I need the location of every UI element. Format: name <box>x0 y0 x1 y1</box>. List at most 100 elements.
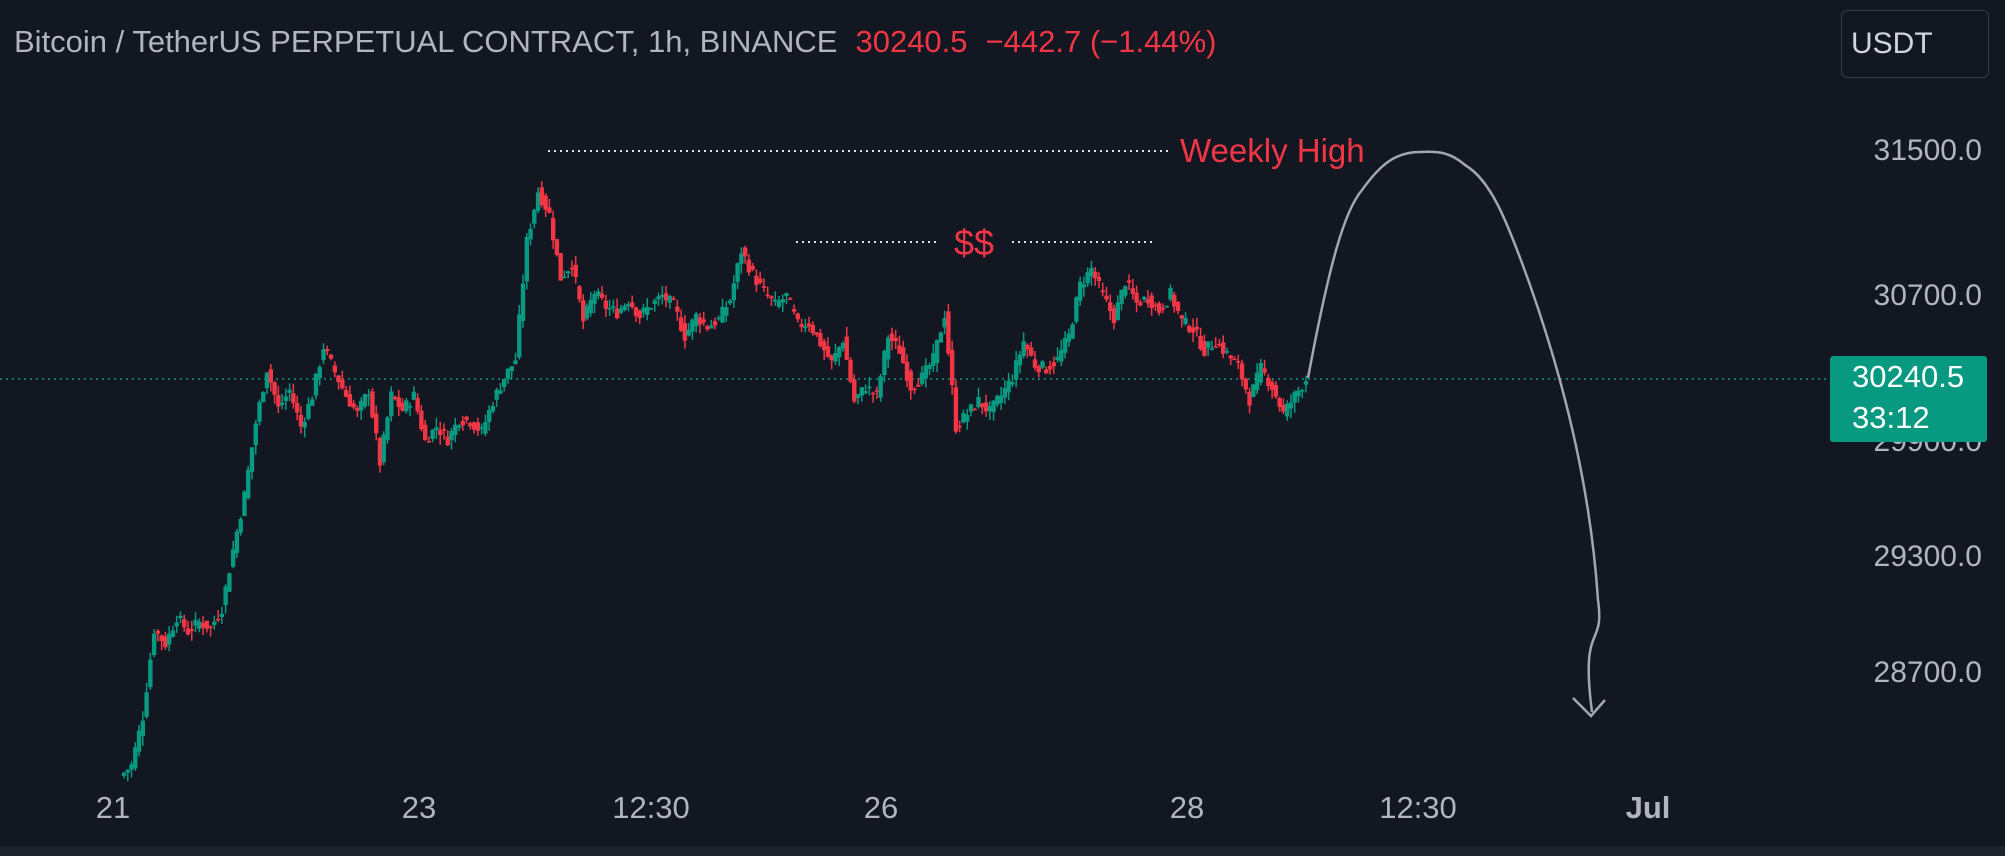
candle-body <box>415 398 420 412</box>
candle-body <box>189 629 194 632</box>
candle-body <box>456 425 462 428</box>
candle-body <box>1070 324 1075 339</box>
candle-body <box>148 659 153 688</box>
candle-body <box>852 379 857 402</box>
candle-body <box>1044 369 1049 374</box>
candle-body <box>1266 377 1271 387</box>
candle-body <box>648 308 654 310</box>
candle-body <box>468 423 473 427</box>
candle-body <box>246 469 251 499</box>
candle-body <box>347 394 353 407</box>
candle-body <box>573 264 578 278</box>
candle-body <box>1130 288 1136 295</box>
candle-body <box>1013 360 1019 380</box>
candle-body <box>1111 308 1117 324</box>
candle-body <box>588 299 593 314</box>
candle-body <box>374 413 379 434</box>
candle-body <box>942 318 947 328</box>
candle-body <box>1254 372 1260 391</box>
candle-body <box>912 388 917 391</box>
candle-body <box>294 403 300 413</box>
candle-body <box>370 391 375 418</box>
candle-body <box>927 365 932 370</box>
candle-body <box>919 372 925 384</box>
candle-body <box>810 325 816 334</box>
candle-body <box>675 306 680 312</box>
candle-body <box>1032 359 1038 368</box>
candle-body <box>1096 277 1102 281</box>
candle-body <box>257 401 262 422</box>
candle-body <box>532 209 537 224</box>
candle-body <box>249 447 255 472</box>
candle-body <box>197 621 202 629</box>
candle-body <box>1160 307 1166 310</box>
candle-body <box>882 350 887 375</box>
candle-body <box>494 389 499 400</box>
candle-body <box>765 294 770 297</box>
candle-body <box>332 365 338 373</box>
candle-body <box>697 317 703 325</box>
candle-body <box>276 395 281 407</box>
candle-body <box>178 615 183 619</box>
x-tick-label: 23 <box>401 790 437 825</box>
candle-body <box>855 394 861 398</box>
candle-body <box>1164 305 1169 308</box>
candle-body <box>358 401 364 411</box>
candle-body <box>404 400 409 412</box>
candle-body <box>1205 341 1211 348</box>
candle-body <box>1002 388 1008 398</box>
candle-body <box>1183 317 1188 324</box>
candle-body <box>1228 355 1233 359</box>
levels-layer <box>548 150 1168 243</box>
candle-body <box>724 307 729 316</box>
candle-body <box>517 314 522 358</box>
candle-body <box>208 626 213 628</box>
candle-body <box>1145 298 1151 304</box>
candle-body <box>690 319 695 332</box>
candle-body <box>840 343 846 349</box>
projection-curve <box>1306 150 1601 713</box>
candle-body <box>509 366 514 372</box>
x-tick-label: 28 <box>1169 790 1205 825</box>
candle-body <box>1168 288 1173 300</box>
candle-body <box>1232 358 1237 361</box>
candle-body <box>1055 356 1060 361</box>
candle-body <box>592 293 597 304</box>
symbol-title[interactable]: Bitcoin / TetherUS PERPETUAL CONTRACT, 1… <box>14 24 838 59</box>
candle-body <box>611 306 616 308</box>
candle-body <box>242 491 247 517</box>
candle-body <box>806 323 812 327</box>
candles-layer <box>121 181 1309 782</box>
candle-body <box>133 747 138 769</box>
candle-body <box>1292 391 1297 403</box>
candle-body <box>641 307 646 313</box>
candle-body <box>422 424 428 440</box>
currency-button[interactable]: USDT <box>1841 10 1989 78</box>
candle-body <box>878 376 883 398</box>
candle-body <box>968 404 974 412</box>
candle-body <box>166 633 172 645</box>
candle-body <box>614 308 620 319</box>
candle-body <box>660 295 665 298</box>
candle-body <box>788 298 793 300</box>
candle-body <box>581 300 586 322</box>
candle-body <box>1066 333 1072 342</box>
candle-body <box>1006 380 1011 393</box>
candle-body <box>949 349 955 386</box>
candle-body <box>1104 295 1109 300</box>
candle-body <box>460 421 465 426</box>
candle-body <box>562 276 567 279</box>
candle-body <box>1213 346 1218 348</box>
candle-body <box>633 307 639 316</box>
candle-body <box>983 402 989 412</box>
candle-body <box>897 345 902 354</box>
candle-body <box>870 392 876 395</box>
x-tick-label: 21 <box>95 790 131 825</box>
candle-body <box>1040 361 1045 368</box>
candle-body <box>505 368 511 379</box>
candle-body <box>1115 302 1120 321</box>
x-tick-label: 26 <box>863 790 899 825</box>
candle-body <box>893 337 898 342</box>
candle-body <box>291 393 296 404</box>
